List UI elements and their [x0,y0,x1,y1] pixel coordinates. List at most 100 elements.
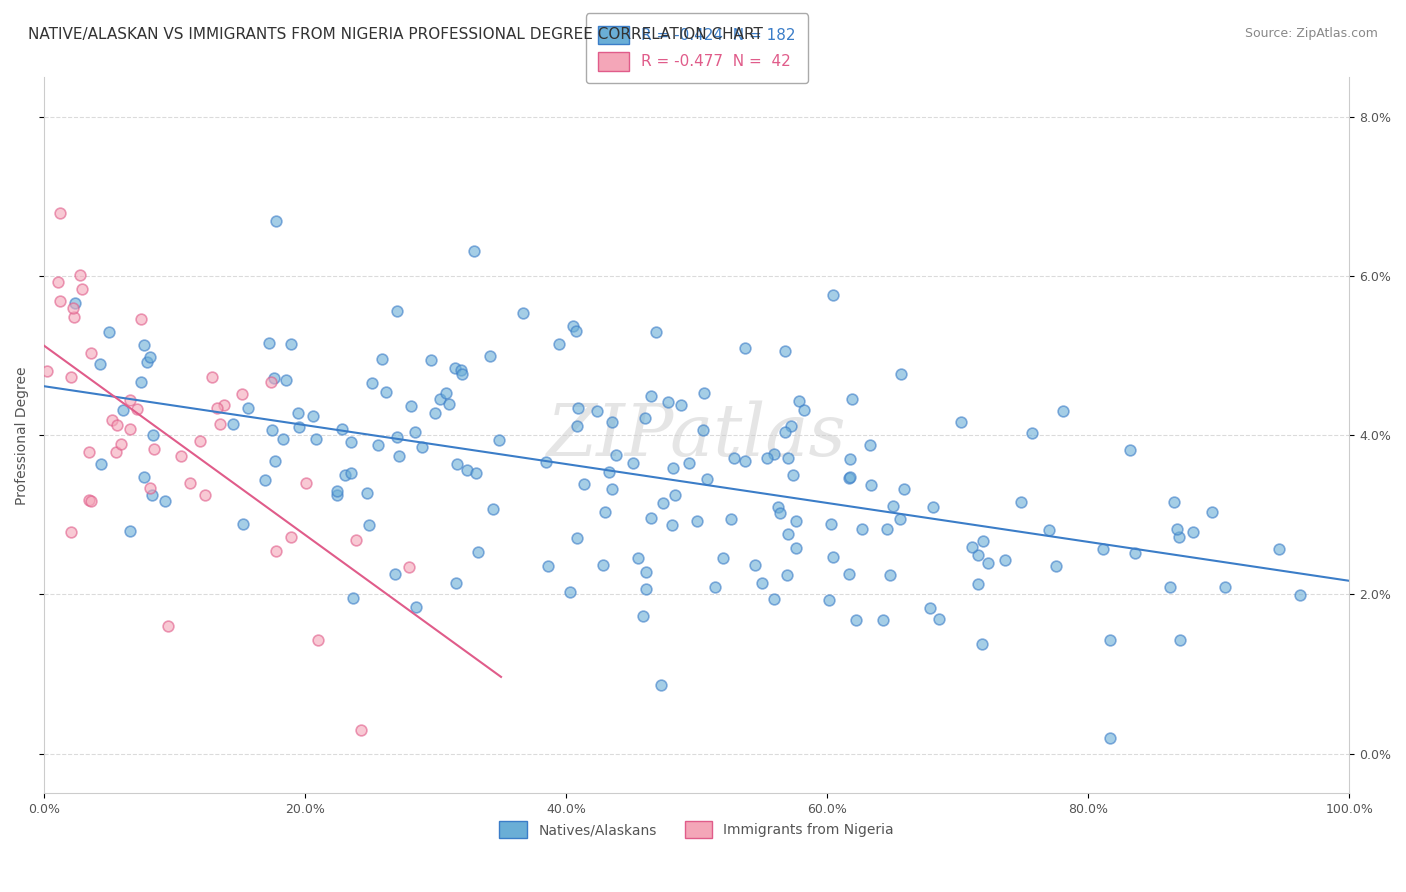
Point [1163,495,1185,509]
Point [818,592,841,607]
Point [97,325,120,339]
Point [361,376,384,390]
Point [1181,524,1204,539]
Point [787,393,810,408]
Point [287,406,309,420]
Point [141,488,163,502]
Point [1052,404,1074,418]
Point [793,403,815,417]
Point [755,450,778,465]
Point [751,575,773,590]
Point [156,619,179,633]
Point [326,483,349,498]
Point [561,319,583,334]
Point [1045,559,1067,574]
Point [170,449,193,463]
Point [463,244,485,258]
Point [994,553,1017,567]
Point [967,577,990,591]
Point [967,548,990,562]
Point [139,481,162,495]
Point [1021,425,1043,440]
Point [263,453,285,467]
Point [143,442,166,457]
Point [49,205,72,219]
Point [356,485,378,500]
Point [744,558,766,573]
Point [451,367,474,381]
Point [621,456,644,470]
Point [1091,541,1114,556]
Point [439,397,461,411]
Point [564,324,586,338]
Point [696,472,718,486]
Point [105,418,128,433]
Point [977,556,1000,570]
Point [419,353,441,368]
Point [686,514,709,528]
Point [375,384,398,399]
Point [260,423,283,437]
Point [72,283,94,297]
Point [232,516,254,531]
Point [972,637,994,651]
Point [79,493,101,508]
Point [876,523,898,537]
Point [110,437,132,451]
Point [928,612,950,626]
Point [134,470,156,484]
Point [136,355,159,369]
Point [63,296,86,310]
Point [872,613,894,627]
Point [859,438,882,452]
Point [780,419,803,434]
Point [669,398,692,412]
Point [429,392,451,407]
Point [636,566,658,580]
Point [1268,542,1291,557]
Text: ZIPatlas: ZIPatlas [547,401,846,471]
Point [271,432,294,446]
Point [89,357,111,371]
Point [574,477,596,491]
Point [704,580,727,594]
Point [845,614,868,628]
Point [49,294,72,309]
Point [120,422,142,436]
Point [785,541,807,555]
Point [823,287,845,301]
Point [69,268,91,283]
Point [222,417,245,431]
Point [651,496,673,510]
Point [1010,495,1032,509]
Point [879,568,901,582]
Point [644,325,666,339]
Point [634,411,657,425]
Point [330,422,353,436]
Point [1168,632,1191,647]
Point [763,591,786,606]
Point [209,417,232,431]
Point [657,395,679,409]
Point [434,385,457,400]
Point [1213,580,1236,594]
Point [444,361,467,376]
Point [80,494,103,508]
Point [118,524,141,538]
Point [344,533,367,547]
Point [201,369,224,384]
Point [411,440,433,454]
Point [536,558,558,573]
Point [769,507,792,521]
Point [592,558,614,572]
Point [1159,580,1181,594]
Point [478,349,501,363]
Point [766,500,789,514]
Point [558,585,581,599]
Point [631,609,654,624]
Point [548,337,571,351]
Point [890,367,912,381]
Point [446,457,468,471]
Point [650,678,672,692]
Point [1166,522,1188,536]
